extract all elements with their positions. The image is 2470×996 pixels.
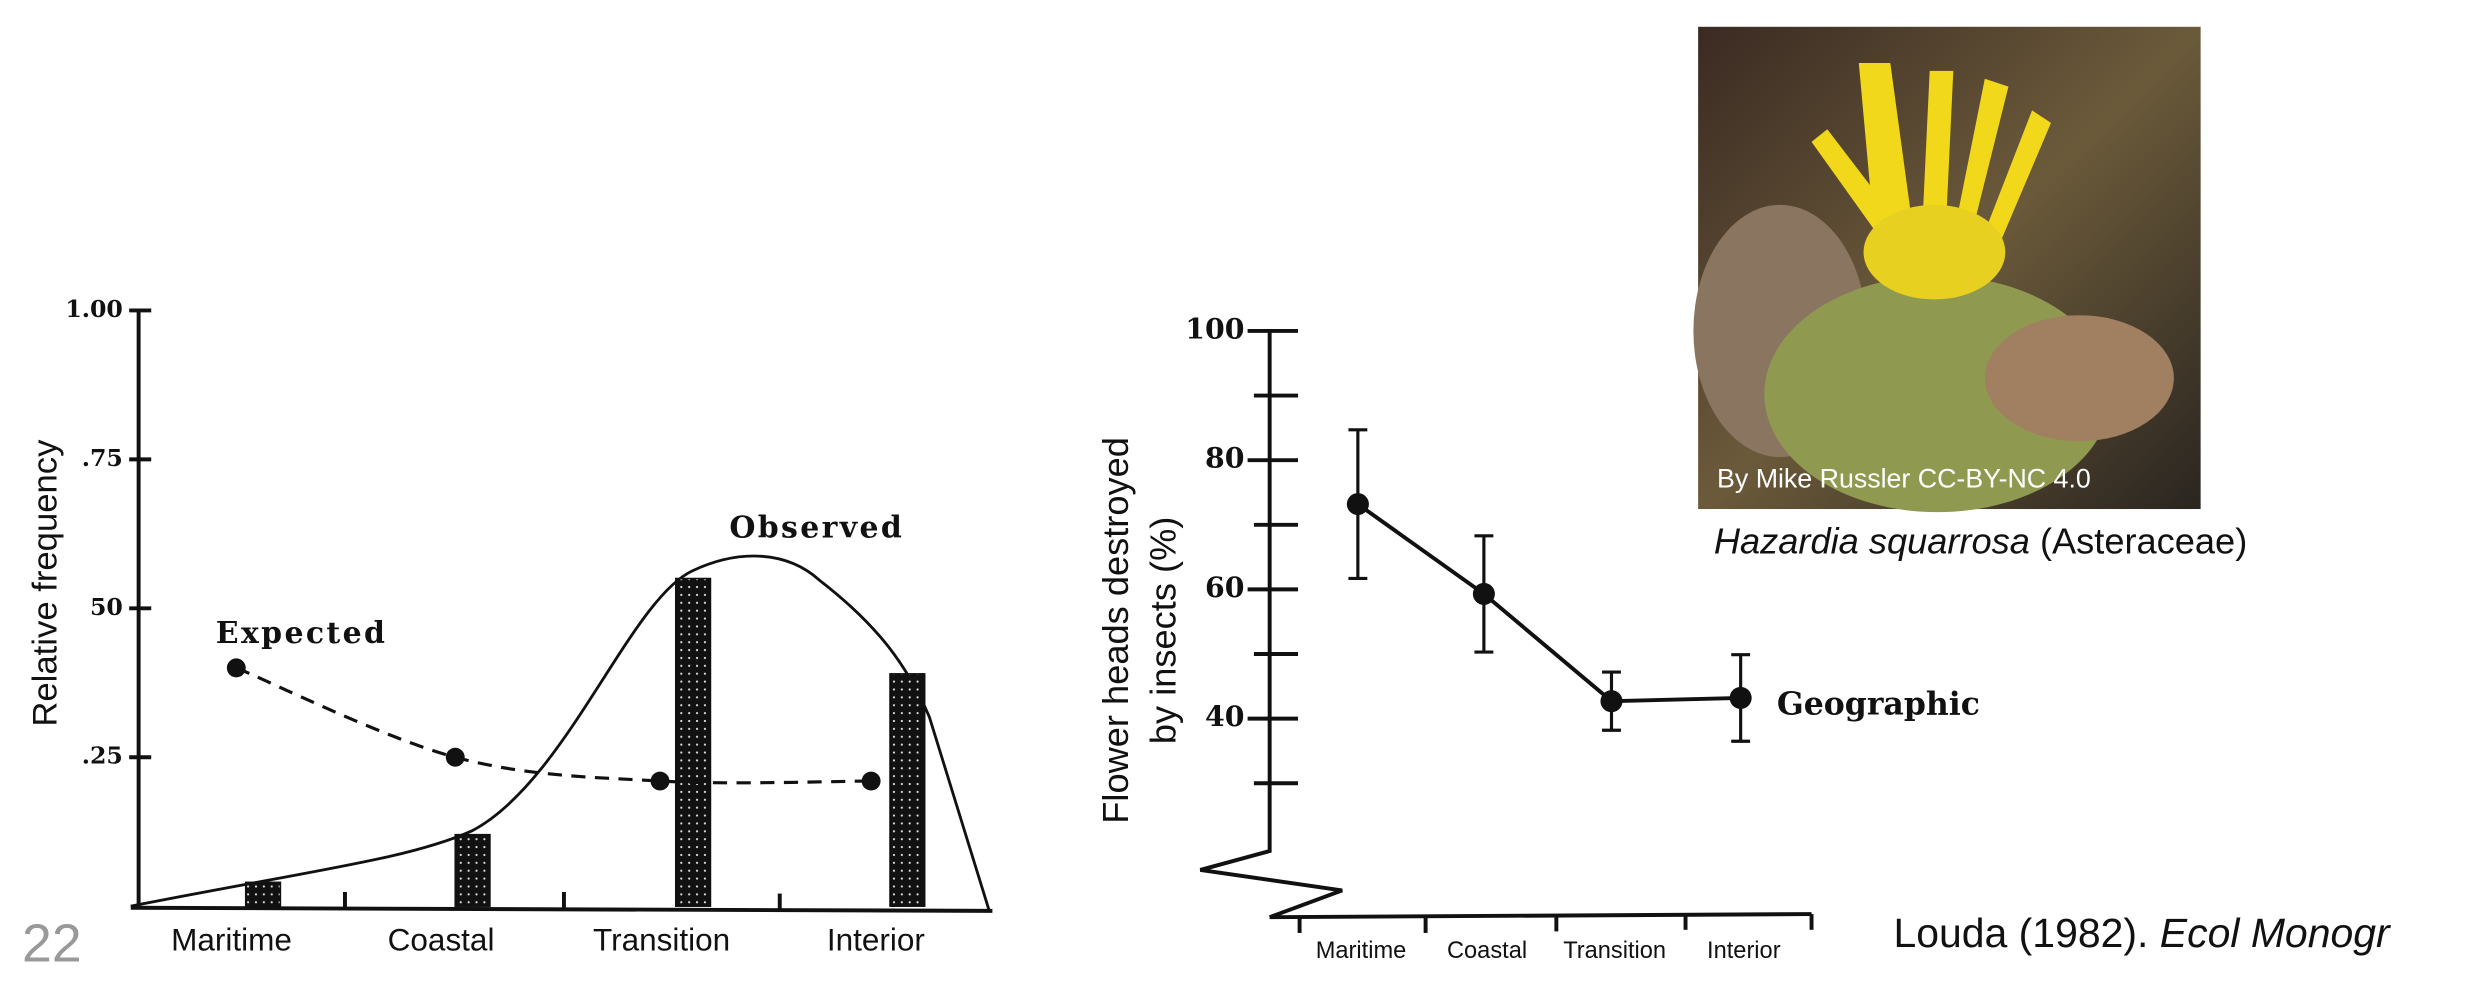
y-tick-label: 80	[1205, 441, 1244, 475]
page-number: 22	[22, 914, 82, 973]
data-point	[1346, 493, 1369, 516]
chart1-axes	[130, 310, 993, 913]
x-tick-label: Maritime	[171, 922, 292, 958]
data-point	[1472, 582, 1495, 605]
citation-journal: Ecol Monogr	[2160, 910, 2392, 956]
series-label: Observed	[729, 511, 904, 546]
bar	[674, 577, 712, 907]
bar	[244, 881, 282, 907]
y-tick-label: .25	[82, 742, 123, 770]
y-axis-label: Flower heads destroyed	[1095, 437, 1136, 824]
citation: Louda (1982). Ecol Monogr	[1893, 910, 2392, 956]
expected-point	[650, 771, 670, 791]
x-tick-label: Coastal	[388, 922, 495, 958]
photo-credit: By Mike Russler CC-BY-NC 4.0	[1717, 464, 2091, 494]
x-tick-label: Interior	[1707, 938, 1781, 964]
y-axis-label: Relative frequency	[26, 439, 64, 727]
expected-line	[235, 666, 872, 785]
y-axis-label: by insects (%)	[1142, 517, 1183, 744]
expected-point	[861, 771, 881, 791]
y-tick-label: 40	[1205, 699, 1244, 733]
data-point	[1729, 686, 1752, 709]
chart2-axes	[1199, 330, 1814, 933]
y-tick-label: 50	[90, 593, 123, 621]
citation-author: Louda (1982).	[1893, 910, 2159, 956]
bar	[454, 833, 491, 907]
expected-point	[445, 747, 465, 767]
series-label: Expected	[216, 616, 387, 651]
x-tick-label: Maritime	[1316, 938, 1407, 964]
x-tick-label: Transition	[1563, 938, 1666, 964]
species: Hazardia squarrosa	[1714, 520, 2030, 561]
x-tick-label: Coastal	[1447, 938, 1527, 964]
y-tick-label: .75	[82, 444, 123, 472]
x-tick-label: Interior	[827, 922, 925, 958]
caption: Hazardia squarrosa (Asteraceae)	[1714, 520, 2247, 561]
family: (Asteraceae)	[2040, 520, 2247, 561]
series-label: Geographic	[1777, 686, 1980, 723]
data-point	[1600, 690, 1623, 713]
y-tick-label: 100	[1185, 311, 1244, 345]
data-line	[1356, 502, 1741, 704]
bar	[889, 673, 926, 907]
y-tick-label: 1.00	[65, 295, 123, 323]
x-tick-label: Transition	[593, 922, 730, 958]
photo	[1693, 26, 2201, 513]
expected-point	[226, 658, 246, 678]
y-tick-label: 60	[1205, 570, 1244, 604]
